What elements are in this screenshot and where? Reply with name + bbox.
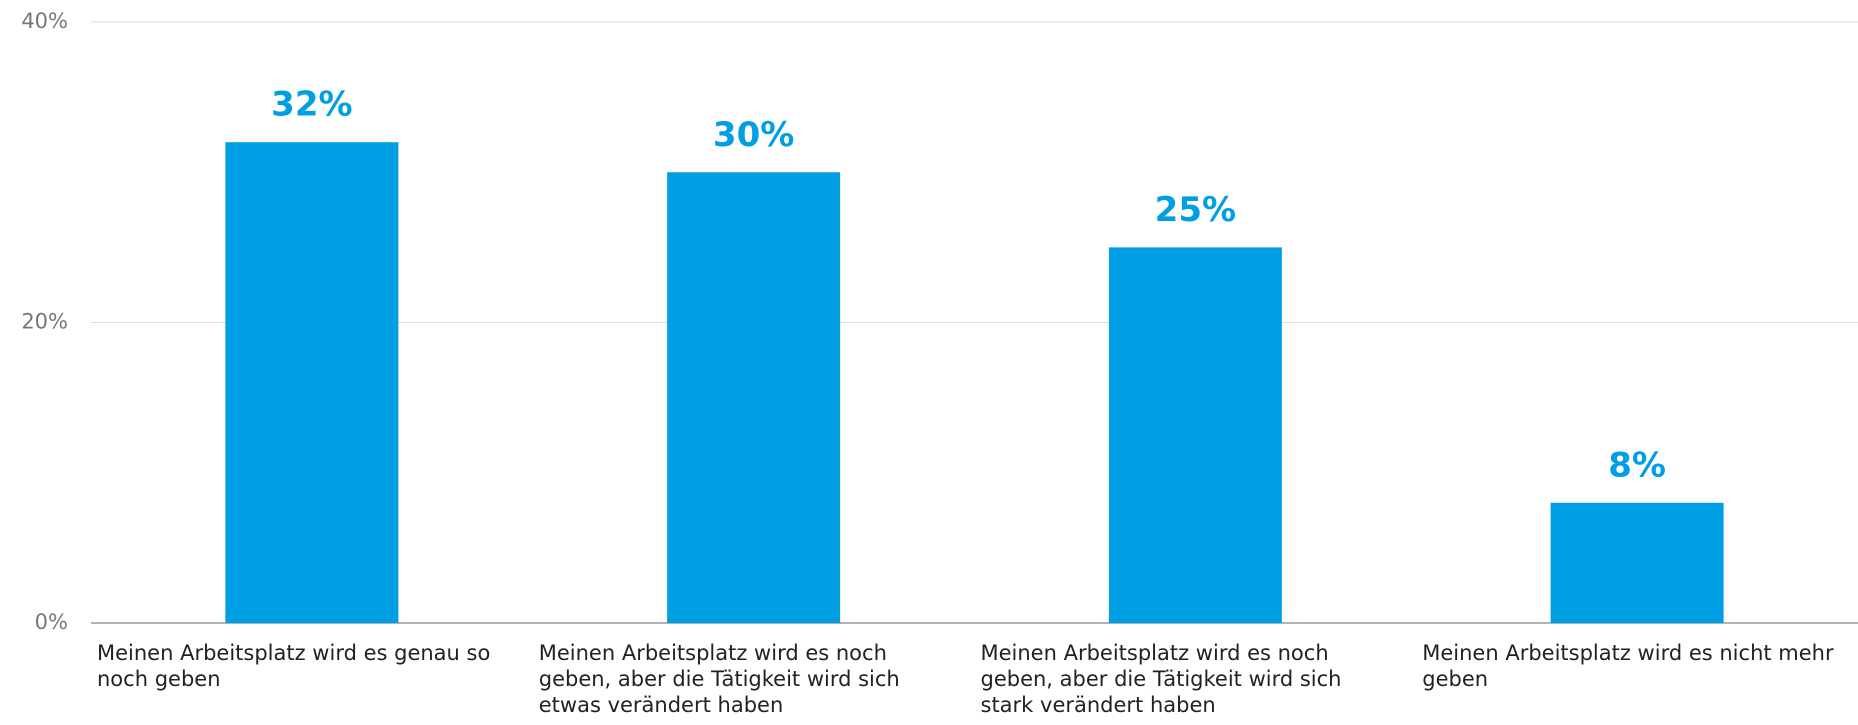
x-tick-label: Meinen Arbeitsplatz wird es genau so noc… <box>97 641 491 691</box>
y-tick-label: 40% <box>21 9 68 33</box>
x-tick-label: Meinen Arbeitsplatz wird es noch geben, … <box>538 641 900 717</box>
x-tick-label: Meinen Arbeitsplatz wird es nicht mehr g… <box>1422 641 1834 691</box>
value-label: 30% <box>713 115 794 155</box>
value-label: 25% <box>1155 190 1236 230</box>
y-tick-label: 0% <box>35 610 68 634</box>
y-tick-label: 20% <box>21 310 68 334</box>
x-tick-label: Meinen Arbeitsplatz wird es noch geben, … <box>980 641 1342 717</box>
value-label: 8% <box>1608 445 1666 485</box>
bar <box>1108 247 1282 623</box>
bar <box>667 172 841 623</box>
value-label: 32% <box>271 85 352 125</box>
bar <box>225 142 399 623</box>
bar <box>1550 502 1724 623</box>
